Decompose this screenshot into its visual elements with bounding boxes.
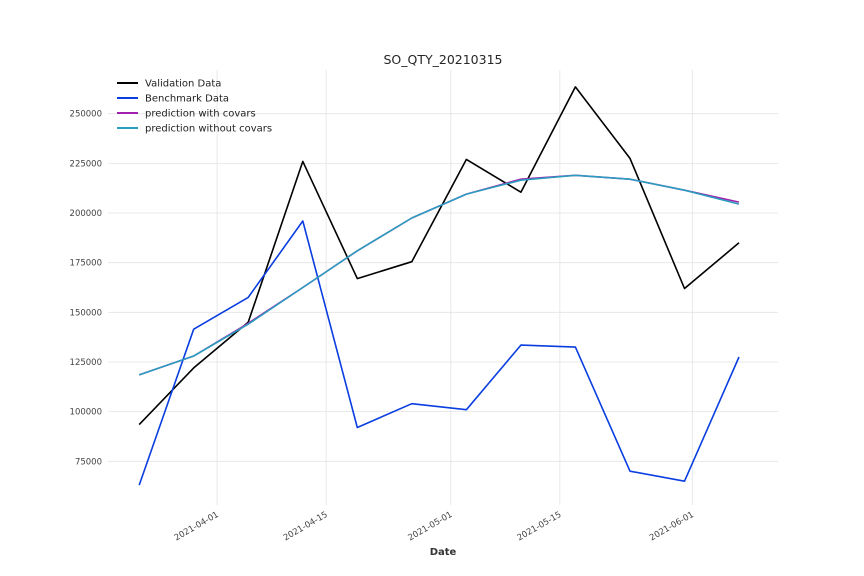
x-tick-label: 2021-04-01: [173, 510, 221, 543]
x-tick-labels: 2021-04-01 2021-04-15 2021-05-01 2021-05-15…: [173, 510, 696, 543]
y-tick-label: 125000: [70, 358, 102, 368]
y-tick-label: 250000: [70, 110, 102, 120]
series-line-benchmark-data: [138, 220, 740, 486]
legend-label-prediction-without-covars: prediction without covars: [145, 124, 272, 135]
chart-title: SO_QTY_20210315: [383, 52, 502, 67]
series-line-validation-data: [138, 86, 740, 426]
x-tick-label: 2021-04-15: [282, 510, 330, 543]
y-tick-labels: 75000 100000 125000 150000 175000 200000 22500…: [70, 110, 102, 468]
legend: Validation Data Benchmark Data prediction …: [117, 79, 272, 135]
x-tick-label: 2021-06-01: [648, 510, 696, 543]
series-line-prediction-without-covars: [138, 174, 740, 376]
legend-label-validation-data: Validation Data: [145, 79, 221, 90]
x-tick-label: 2021-05-15: [516, 510, 564, 543]
y-tick-label: 225000: [70, 159, 102, 169]
y-tick-label: 75000: [75, 457, 102, 467]
x-tick-label: 2021-05-01: [407, 510, 455, 543]
legend-label-prediction-with-covars: prediction with covars: [145, 109, 256, 120]
grid: [108, 70, 778, 505]
y-tick-label: 100000: [70, 408, 102, 418]
series-lines: [138, 86, 740, 486]
x-axis-label: Date: [430, 547, 457, 558]
y-tick-label: 175000: [70, 259, 102, 269]
legend-label-benchmark-data: Benchmark Data: [145, 94, 229, 105]
y-tick-label: 150000: [70, 308, 102, 318]
y-tick-label: 200000: [70, 209, 102, 219]
